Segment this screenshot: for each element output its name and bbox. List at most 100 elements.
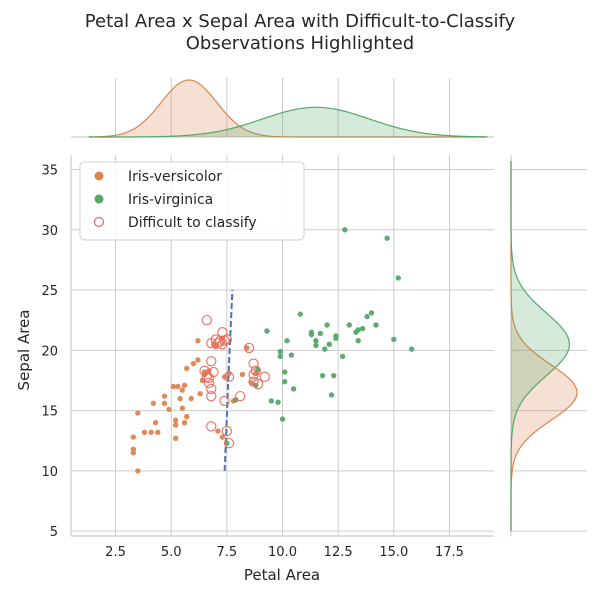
point-virginica <box>268 398 275 404</box>
point-versicolor <box>135 410 141 416</box>
point-virginica <box>373 322 379 328</box>
point-versicolor <box>190 360 197 367</box>
point-versicolor <box>181 382 188 388</box>
decision-boundary-layer <box>223 289 234 471</box>
point-virginica <box>359 325 366 332</box>
point-versicolor <box>199 377 206 384</box>
y-tick-label: 10 <box>41 465 58 480</box>
point-virginica <box>264 328 270 334</box>
point-versicolor <box>155 429 161 436</box>
point-virginica <box>333 333 339 339</box>
point-virginica <box>346 322 352 328</box>
chart-title-line-1: Petal Area x Sepal Area with Difficult-t… <box>85 11 516 32</box>
point-virginica <box>391 336 397 343</box>
point-versicolor <box>219 434 226 440</box>
point-versicolor <box>195 337 201 344</box>
legend-label-difficult: Difficult to classify <box>128 215 257 231</box>
right-density-fill-virginica <box>511 161 570 532</box>
point-virginica <box>342 227 348 233</box>
point-virginica <box>395 275 401 281</box>
point-versicolor <box>184 365 190 372</box>
x-tick-label: 10.0 <box>268 545 297 560</box>
point-virginica <box>364 313 370 320</box>
point-virginica <box>275 399 281 405</box>
point-difficult-highlight <box>221 334 233 345</box>
point-versicolor <box>148 429 154 436</box>
point-virginica <box>224 440 230 446</box>
point-difficult-highlight <box>201 371 213 383</box>
point-virginica <box>282 378 288 385</box>
decision-boundary-line <box>223 289 234 471</box>
right-marginal-density <box>510 161 578 532</box>
point-difficult-highlight <box>212 337 224 349</box>
point-difficult-highlight <box>201 314 213 326</box>
top-density-line-virginica <box>88 106 488 138</box>
point-virginica <box>277 348 283 355</box>
point-virginica <box>322 346 328 352</box>
point-virginica <box>328 392 335 398</box>
point-virginica <box>355 327 361 333</box>
point-versicolor <box>175 383 181 390</box>
point-difficult-highlight <box>219 395 230 407</box>
point-virginica <box>284 337 290 344</box>
x-tick-label: 12.5 <box>324 545 353 560</box>
point-difficult-highlight <box>250 365 261 377</box>
point-difficult-highlight <box>206 355 217 367</box>
x-tick-label: 17.5 <box>435 545 464 560</box>
point-virginica <box>319 372 326 379</box>
point-difficult-highlight <box>223 371 235 383</box>
chart-title-line-2: Observations Highlighted <box>186 33 414 54</box>
point-versicolor <box>130 450 137 456</box>
point-virginica <box>326 341 332 347</box>
point-virginica <box>290 386 297 392</box>
point-versicolor <box>161 393 168 399</box>
point-versicolor <box>172 435 179 442</box>
point-virginica <box>384 235 390 241</box>
point-versicolor <box>244 345 250 351</box>
legend-label-virginica: Iris-virginica <box>128 192 213 208</box>
point-virginica <box>277 353 283 360</box>
point-virginica <box>317 330 324 337</box>
top-density-fill-virginica <box>88 107 488 137</box>
point-versicolor <box>239 371 246 378</box>
point-difficult-highlight <box>259 371 270 383</box>
y-tick-label: 15 <box>41 405 58 420</box>
point-difficult-highlight <box>252 378 264 390</box>
x-tick-label: 5.0 <box>161 545 182 560</box>
legend-box <box>79 161 305 241</box>
point-difficult-highlight <box>203 377 215 389</box>
point-difficult-highlight <box>206 421 217 432</box>
point-versicolor <box>135 468 141 474</box>
point-difficult-highlight <box>206 383 217 395</box>
point-versicolor <box>170 383 177 390</box>
point-versicolor <box>152 419 159 426</box>
legend: Iris-versicolor Iris-virginica Difficult… <box>79 161 305 241</box>
point-virginica <box>288 352 295 358</box>
point-difficult-highlight <box>206 390 217 402</box>
point-versicolor <box>184 413 190 420</box>
tick-labels: 2.5 5.0 7.5 10.0 12.5 15.0 17.5 5 10 15 20 25 30 35 <box>41 163 463 560</box>
legend-marker-versicolor <box>94 171 104 181</box>
point-virginica <box>313 342 319 349</box>
point-versicolor <box>181 419 188 426</box>
point-virginica <box>297 311 304 317</box>
point-versicolor <box>150 400 157 407</box>
x-tick-label: 7.5 <box>216 545 237 560</box>
point-versicolor <box>161 400 168 407</box>
point-versicolor <box>179 387 186 393</box>
point-virginica <box>331 372 337 379</box>
point-versicolor <box>141 429 148 436</box>
legend-label-versicolor: Iris-versicolor <box>128 169 222 185</box>
point-versicolor <box>172 417 179 423</box>
y-tick-label: 20 <box>41 344 58 359</box>
x-axis-label: Petal Area <box>244 566 320 584</box>
point-versicolor <box>195 357 201 363</box>
point-virginica <box>313 337 319 344</box>
point-difficult-highlight <box>208 366 219 378</box>
y-tick-label: 25 <box>41 284 58 299</box>
point-versicolor <box>179 405 186 411</box>
point-virginica <box>324 322 330 328</box>
point-virginica <box>408 346 415 352</box>
